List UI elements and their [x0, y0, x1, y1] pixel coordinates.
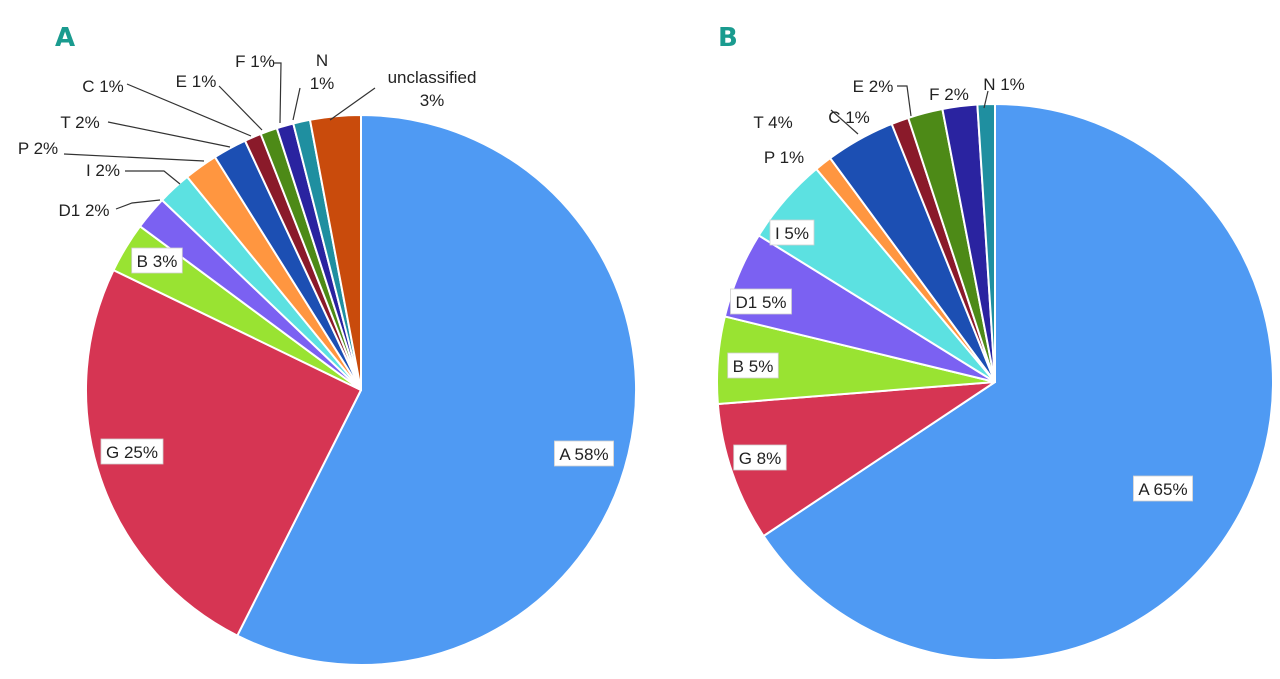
- pie-a-label-p: P 2%: [18, 139, 58, 158]
- pie-a-label-box-a: [554, 440, 615, 467]
- pie-a-slice-a: [236, 114, 637, 666]
- pie-a-label-c: C 1%: [82, 77, 124, 96]
- pie-a-label-b: B 3%: [137, 252, 178, 271]
- pie-a-leader-unclassified: [329, 87, 376, 121]
- panel-label-b: B: [718, 23, 738, 53]
- pie-b-label-a: A 65%: [1138, 480, 1187, 499]
- pie-b-label-f: F 2%: [929, 85, 969, 104]
- pie-b-label-t: T 4%: [753, 113, 792, 132]
- pie-b-label-box-a: [1133, 475, 1194, 502]
- pie-b-label-c: C 1%: [828, 108, 870, 127]
- pie-chart-a: A 58% G 25% B 3% D1 2% I 2% P 2%T 2% C 1% E 1% F…: [18, 51, 637, 666]
- pie-a-label-a: A 58%: [559, 445, 608, 464]
- pie-b-label-box-b: [727, 352, 779, 379]
- pie-a-label-d1: D1 2%: [58, 201, 109, 220]
- pie-a-label-n: N 1%: [310, 51, 335, 93]
- pie-a-leader-d1: [115, 199, 161, 210]
- pie-a-leader-p: [63, 153, 205, 162]
- pie-b-label-n: N 1%: [983, 75, 1025, 94]
- pie-a-label-g: G 25%: [106, 443, 158, 462]
- pie-a-label-i: I 2%: [86, 161, 120, 180]
- pie-a-slice-g: [84, 269, 362, 637]
- pie-a-leader-i: [125, 170, 181, 185]
- pie-b-leader-n: [983, 90, 989, 109]
- pie-b-label-i: I 5%: [775, 224, 809, 243]
- pie-b-label-box-g: [733, 444, 787, 471]
- pie-a-label-box-g: [100, 438, 164, 465]
- pie-a-leader-c: [126, 83, 252, 137]
- panel-label-a: A: [55, 23, 75, 53]
- pie-a-label-t: T 2%: [60, 113, 99, 132]
- pie-b-label-box-d1: [730, 288, 792, 315]
- pie-b-label-b: B 5%: [733, 357, 774, 376]
- pie-b-label-g: G 8%: [739, 449, 782, 468]
- pie-a-leader-n: [292, 87, 301, 121]
- pie-b-label-d1: D1 5%: [735, 293, 786, 312]
- pie-b-slice-a: [762, 103, 1274, 661]
- pie-a-leader-f: [273, 62, 282, 124]
- pie-b-leader-c: [830, 109, 859, 135]
- pie-a-label-e: E 1%: [176, 72, 217, 91]
- pie-b-slice-n: [976, 103, 996, 383]
- pie-b-slice-g: [716, 381, 996, 537]
- pie-a-leader-e: [218, 85, 263, 131]
- pie-b-leader-e: [897, 85, 912, 117]
- pie-b-label-e: E 2%: [853, 77, 894, 96]
- pie-a-label-unclassified: unclassified 3%: [388, 68, 477, 110]
- pie-a-label-box-b: [131, 247, 183, 274]
- pie-b-label-p: P 1%: [764, 148, 804, 167]
- pie-a-label-f: F 1%: [235, 52, 275, 71]
- pie-chart-b: A 65% G 8% B 5% D1 5% I 5% P 1% T 4% C 1% E 2% F …: [716, 75, 1274, 661]
- pie-a-leader-t: [107, 121, 231, 148]
- pie-b-label-box-i: [769, 219, 815, 246]
